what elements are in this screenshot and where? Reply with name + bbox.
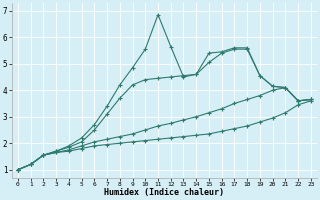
X-axis label: Humidex (Indice chaleur): Humidex (Indice chaleur)	[104, 188, 224, 197]
